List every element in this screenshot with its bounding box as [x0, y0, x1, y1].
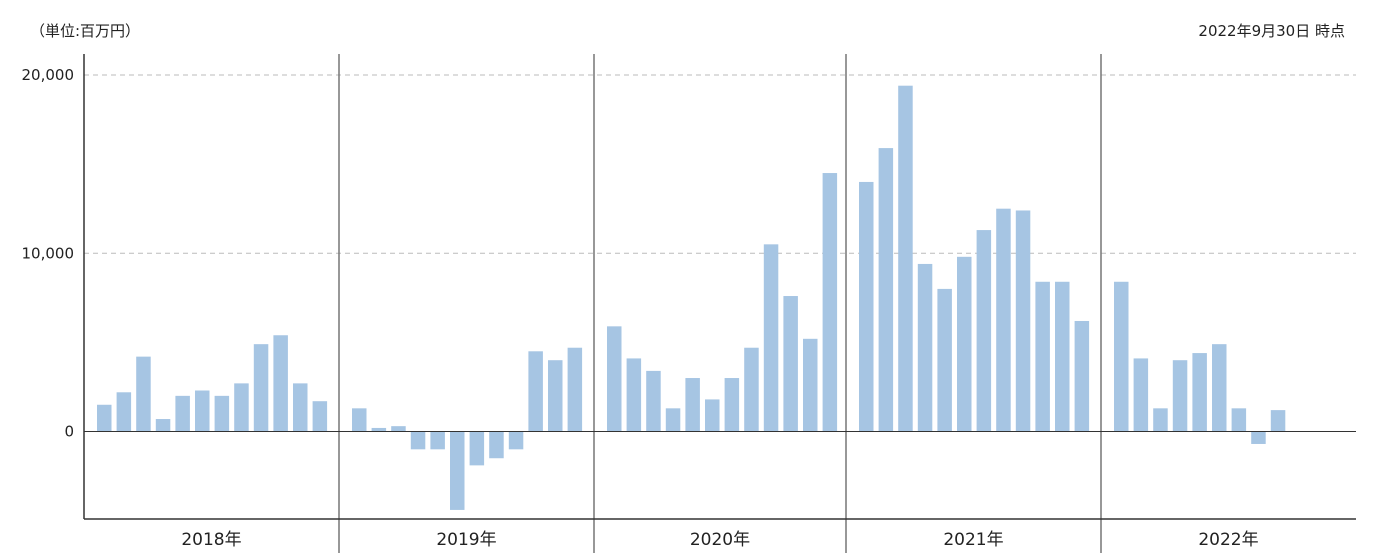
bar: [195, 390, 210, 432]
bar: [1074, 320, 1090, 432]
bar: [803, 338, 818, 432]
bar: [450, 431, 465, 510]
bar: [763, 244, 779, 432]
bar-layer: [97, 85, 1286, 510]
bar: [996, 208, 1011, 432]
bar: [626, 358, 642, 432]
bar: [724, 378, 740, 432]
bar: [489, 431, 504, 459]
y-tick-label: 10,000: [22, 244, 75, 262]
bar: [1055, 281, 1070, 432]
bar: [665, 408, 681, 432]
bar: [528, 351, 543, 432]
bar: [175, 395, 190, 432]
x-category-label: 2018年: [181, 530, 241, 550]
bar: [273, 335, 288, 432]
bar: [1251, 431, 1266, 444]
bar: [548, 360, 563, 432]
bar: [1035, 281, 1050, 432]
bar: [391, 426, 406, 432]
bar: [957, 256, 972, 432]
bar: [1015, 210, 1031, 432]
bar: [1133, 358, 1149, 432]
x-category-label: 2022年: [1198, 530, 1258, 550]
bar: [1153, 408, 1168, 432]
bar: [1172, 360, 1188, 432]
bar: [116, 392, 132, 432]
bar: [469, 431, 485, 466]
bar: [976, 230, 992, 432]
bar: [822, 173, 838, 432]
bar: [1192, 353, 1207, 432]
bar: [371, 427, 387, 432]
bar: [155, 419, 171, 432]
bar: [607, 326, 622, 432]
bar: [646, 370, 661, 432]
x-category-label: 2019年: [436, 530, 496, 550]
bar: [136, 356, 151, 432]
bar: [293, 383, 308, 432]
bar: [917, 263, 933, 432]
bar: [1212, 344, 1227, 432]
bar: [97, 404, 112, 432]
bar: [234, 383, 249, 432]
bar: [685, 378, 700, 432]
bar: [312, 401, 328, 432]
axis-layer: [83, 54, 1356, 553]
bar: [410, 431, 426, 450]
y-tick-label: 20,000: [22, 66, 75, 84]
bar: [214, 395, 230, 432]
bar: [430, 431, 445, 450]
bar: [1270, 410, 1286, 432]
bar: [937, 288, 952, 432]
grid-layer: [84, 74, 1356, 254]
bar: [508, 431, 524, 450]
bar: [567, 347, 583, 432]
x-category-label: 2021年: [943, 530, 1003, 550]
bar: [705, 399, 720, 432]
y-tick-label: 0: [64, 423, 74, 441]
as-of-date-label: 2022年9月30日 時点: [1198, 22, 1345, 40]
bar: [783, 296, 798, 432]
bar: [898, 85, 913, 432]
bar: [1114, 281, 1129, 432]
bar: [352, 408, 367, 432]
bar: [1231, 408, 1247, 432]
label-layer: 0 10,000 20,000 2018年 2019年 2020年 2021年 2022年: [22, 66, 1259, 550]
bar: [859, 181, 874, 432]
x-category-label: 2020年: [690, 530, 750, 550]
bar: [253, 344, 269, 432]
unit-label: （単位:百万円）: [30, 22, 141, 40]
bar: [744, 347, 759, 432]
bar: [878, 148, 894, 432]
